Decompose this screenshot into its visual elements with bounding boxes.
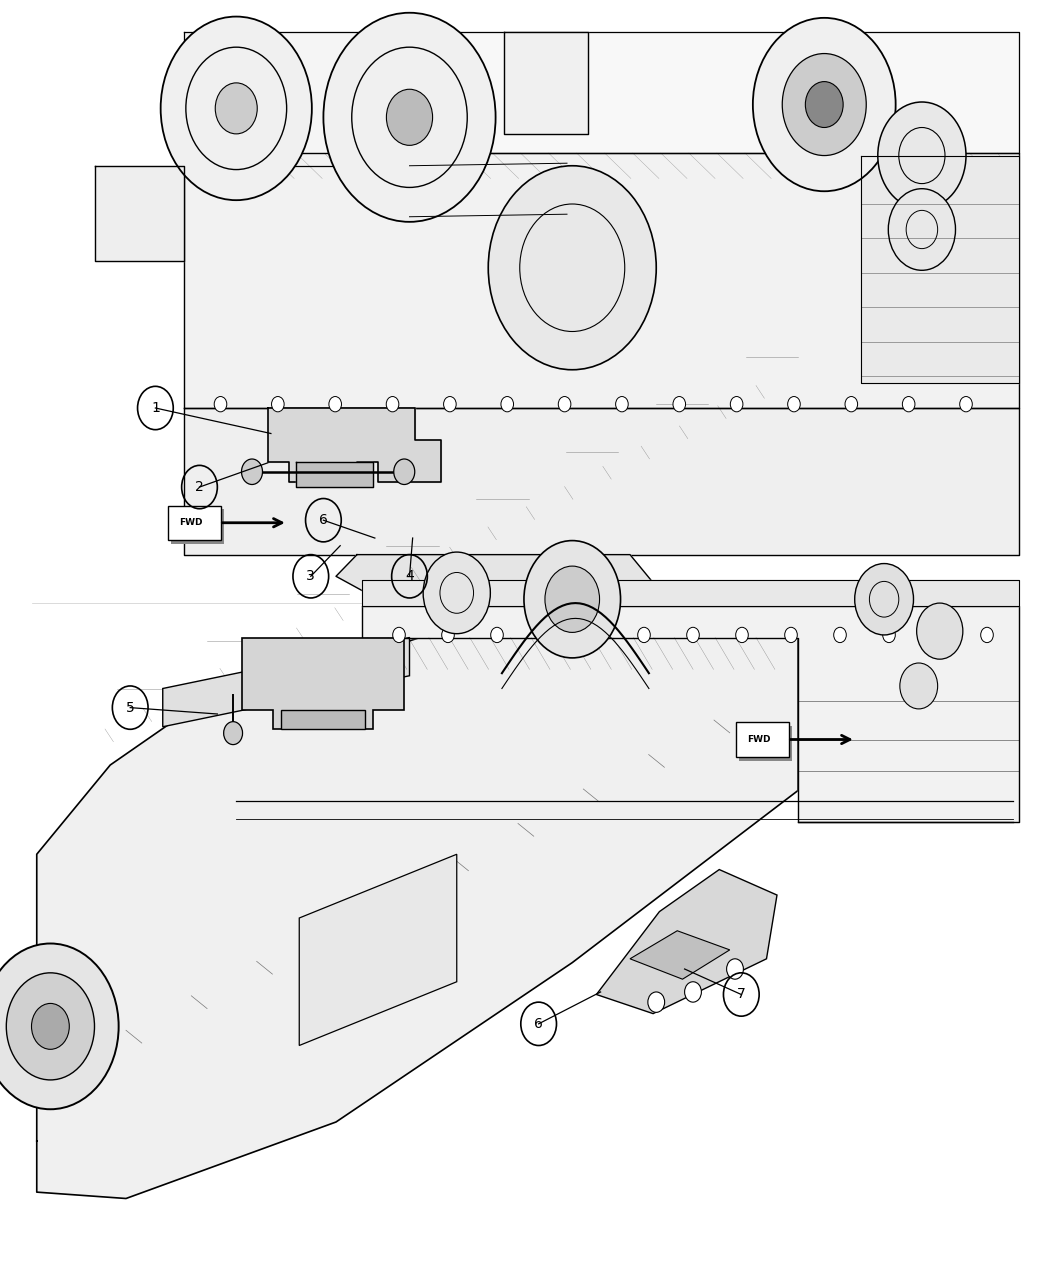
- Circle shape: [32, 1003, 69, 1049]
- FancyBboxPatch shape: [171, 509, 224, 543]
- Polygon shape: [37, 638, 798, 1198]
- Circle shape: [917, 603, 963, 659]
- Circle shape: [540, 627, 552, 643]
- Circle shape: [161, 17, 312, 200]
- Polygon shape: [296, 462, 373, 487]
- Text: 3: 3: [307, 570, 315, 583]
- FancyBboxPatch shape: [739, 727, 792, 760]
- Circle shape: [900, 663, 938, 709]
- Circle shape: [685, 982, 701, 1002]
- Circle shape: [648, 992, 665, 1012]
- Text: 4: 4: [405, 570, 414, 583]
- Circle shape: [442, 627, 455, 643]
- Polygon shape: [299, 854, 457, 1046]
- Circle shape: [490, 627, 503, 643]
- Circle shape: [501, 397, 513, 412]
- Polygon shape: [184, 32, 373, 166]
- Text: 1: 1: [151, 402, 160, 414]
- Circle shape: [805, 82, 843, 128]
- Circle shape: [394, 459, 415, 484]
- Circle shape: [931, 627, 944, 643]
- Polygon shape: [362, 580, 1018, 606]
- Circle shape: [224, 722, 243, 745]
- Circle shape: [589, 627, 602, 643]
- Text: 5: 5: [126, 701, 134, 714]
- Circle shape: [788, 397, 800, 412]
- Polygon shape: [336, 555, 651, 599]
- Circle shape: [6, 973, 94, 1080]
- Circle shape: [888, 189, 956, 270]
- Circle shape: [782, 54, 866, 156]
- Circle shape: [845, 397, 858, 412]
- Circle shape: [784, 627, 797, 643]
- Circle shape: [488, 166, 656, 370]
- FancyBboxPatch shape: [736, 722, 789, 757]
- Circle shape: [423, 552, 490, 634]
- Circle shape: [559, 397, 571, 412]
- Circle shape: [272, 397, 285, 412]
- Circle shape: [215, 83, 257, 134]
- Polygon shape: [184, 153, 1018, 408]
- Text: 2: 2: [195, 481, 204, 493]
- Circle shape: [878, 102, 966, 209]
- Circle shape: [727, 959, 743, 979]
- Circle shape: [545, 566, 600, 632]
- Polygon shape: [368, 32, 1018, 153]
- Circle shape: [524, 541, 621, 658]
- Circle shape: [736, 627, 749, 643]
- Text: 6: 6: [319, 514, 328, 527]
- Circle shape: [731, 397, 743, 412]
- Polygon shape: [630, 931, 730, 979]
- Circle shape: [902, 397, 915, 412]
- Circle shape: [673, 397, 686, 412]
- Polygon shape: [504, 32, 588, 134]
- Circle shape: [0, 944, 119, 1109]
- Polygon shape: [596, 870, 777, 1014]
- Circle shape: [386, 89, 433, 145]
- Polygon shape: [242, 638, 404, 729]
- FancyBboxPatch shape: [168, 505, 220, 541]
- Circle shape: [687, 627, 699, 643]
- Text: 7: 7: [737, 988, 745, 1001]
- Circle shape: [615, 397, 628, 412]
- Polygon shape: [184, 408, 1018, 555]
- Circle shape: [329, 397, 341, 412]
- Circle shape: [214, 397, 227, 412]
- Polygon shape: [268, 408, 441, 482]
- Circle shape: [855, 564, 914, 635]
- Polygon shape: [94, 166, 184, 261]
- Circle shape: [443, 397, 456, 412]
- Polygon shape: [163, 638, 410, 727]
- Polygon shape: [281, 710, 365, 729]
- Circle shape: [637, 627, 650, 643]
- Circle shape: [323, 13, 496, 222]
- Circle shape: [834, 627, 846, 643]
- Text: FWD: FWD: [180, 518, 203, 528]
- Circle shape: [960, 397, 972, 412]
- Circle shape: [393, 627, 405, 643]
- Circle shape: [883, 627, 896, 643]
- Circle shape: [753, 18, 896, 191]
- Circle shape: [981, 627, 993, 643]
- Circle shape: [386, 397, 399, 412]
- Text: 6: 6: [534, 1017, 543, 1030]
- Polygon shape: [861, 156, 1018, 382]
- Text: FWD: FWD: [748, 734, 771, 745]
- Polygon shape: [362, 606, 1018, 822]
- Circle shape: [242, 459, 262, 484]
